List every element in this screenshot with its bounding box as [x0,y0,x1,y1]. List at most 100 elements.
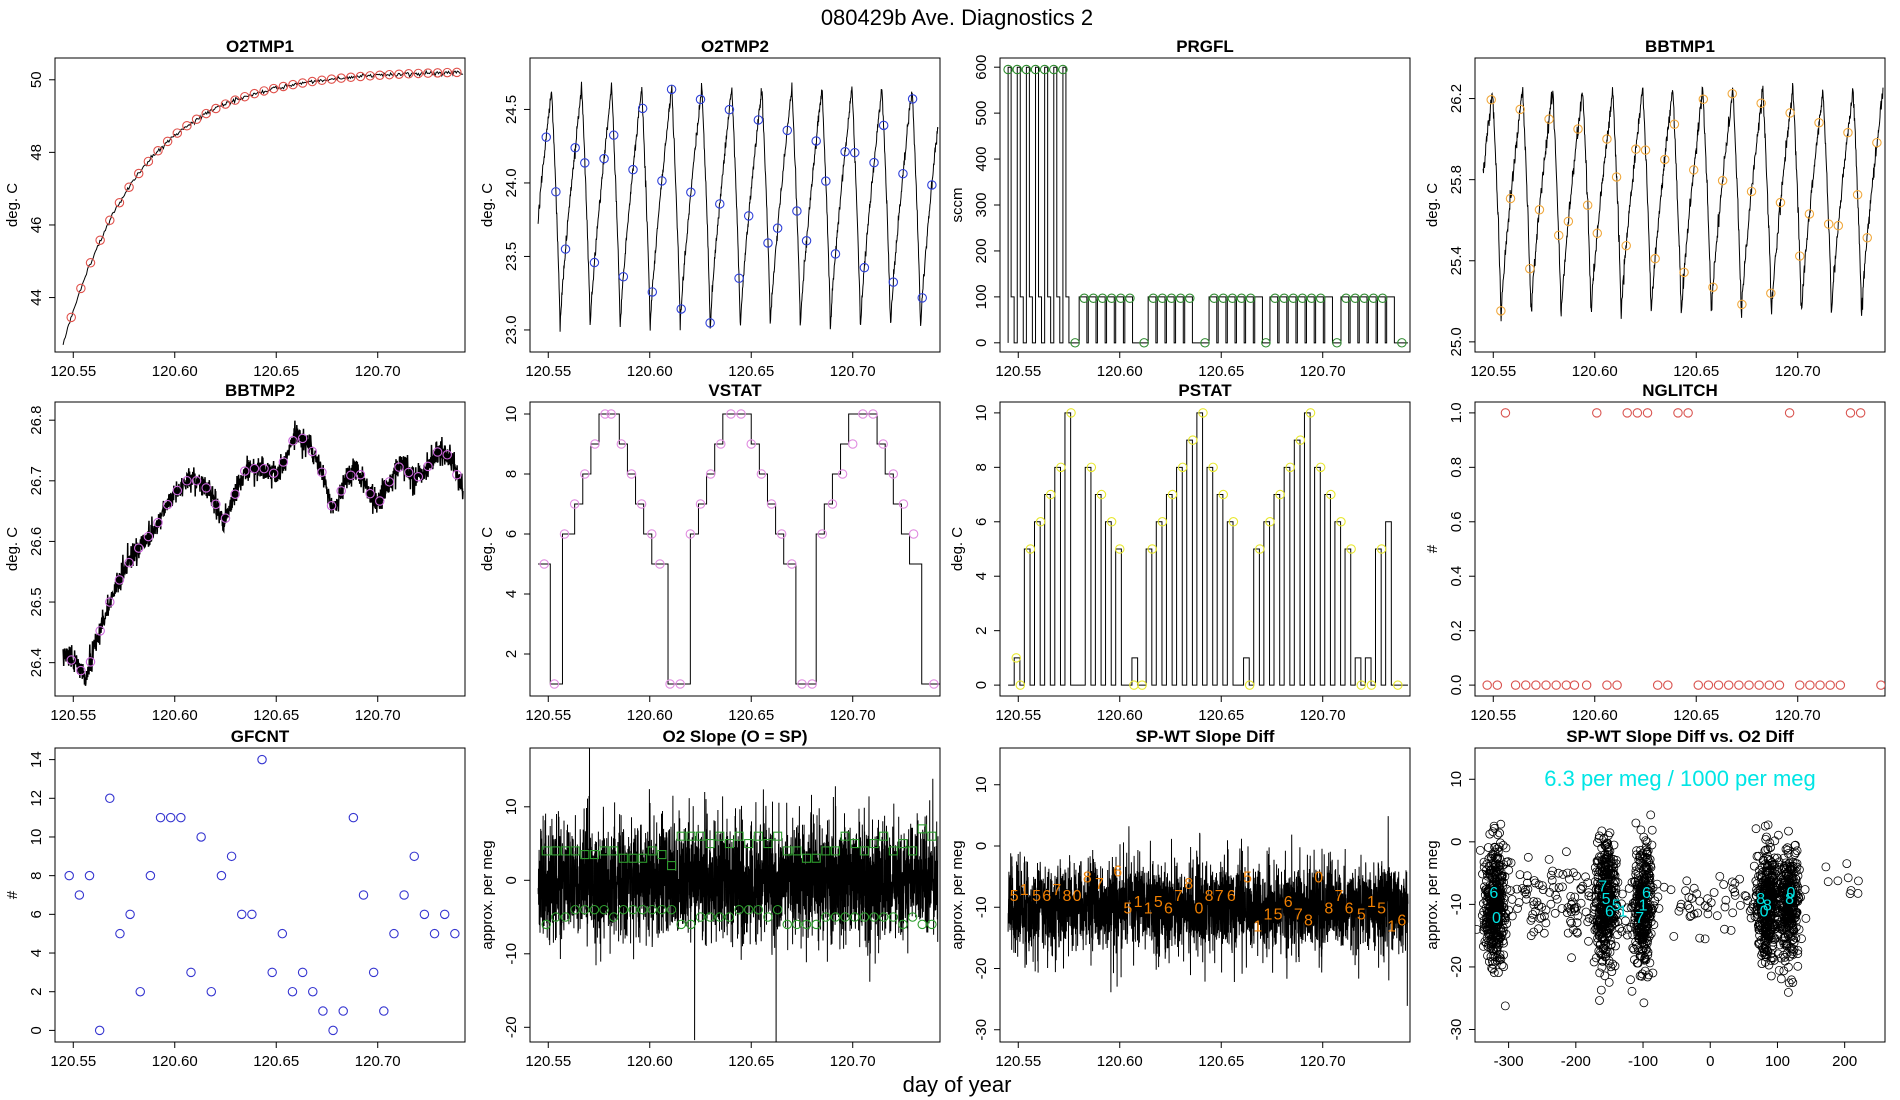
y-tick-label: 6 [973,518,990,526]
data-point [1683,408,1693,418]
data-point [840,146,850,157]
data-label: 1 [1387,919,1396,936]
data-point [85,258,96,268]
y-tick-label: 0.0 [1448,675,1465,696]
data-point [917,293,927,303]
y-tick-label: 14 [28,751,45,768]
data-point [1631,144,1641,154]
x-tick-label: 120.65 [253,1053,299,1070]
data-point [1688,165,1699,175]
data-label: 1 [1367,894,1376,911]
data-point [259,86,269,96]
data-point [657,850,667,860]
x-tick-label: 120.70 [830,363,876,380]
x-tick-label: 120.55 [50,363,96,380]
data-point [929,679,939,689]
data-point [1393,680,1403,690]
data-point [797,679,807,689]
plot-frame [54,401,466,697]
x-tick-label: 120.70 [355,707,401,724]
data-point [1326,489,1336,500]
y-tick-label: 8 [973,463,990,471]
y-tick-label: 48 [28,144,45,161]
y-axis-label: # [1424,544,1441,553]
x-tick-label: 120.55 [995,1053,1041,1070]
data-point [1039,64,1050,75]
x-tick-label: 120.65 [1198,363,1244,380]
data-point [734,831,744,841]
data-point [432,68,443,78]
y-axis-label: approx. per meg [1424,840,1441,949]
data-point [1275,489,1285,500]
data-point [1147,544,1157,554]
data-label: 1 [1144,900,1153,917]
data-point [753,115,764,125]
data-point [773,831,783,841]
data-line [62,69,464,346]
data-point [1744,680,1754,690]
chart-panel: NGLITCH #120.55 120.60 120.65 120.70 0.0 0.2 0.… [1424,381,1886,724]
data-point [1306,293,1317,304]
data-point [176,812,186,823]
data-label: 8 [1763,897,1772,914]
data-point [1070,338,1080,348]
plot-frame [1474,747,1886,1043]
data-point [95,235,105,245]
data-point [153,146,163,156]
y-axis-label: deg. C [1424,183,1441,227]
plot-frame [54,57,466,353]
data-point [1228,517,1239,527]
data-label: 8 [1304,913,1313,930]
data-point [1106,517,1117,527]
plot-area [62,67,464,346]
data-point [413,68,424,79]
data-point [1011,653,1021,663]
data-point [817,529,828,539]
data-point [288,436,298,446]
data-label: 8 [1785,891,1794,908]
data-point [850,912,860,922]
data-point [917,824,927,834]
data-point [1015,680,1026,690]
data-label: 1 [1639,897,1648,914]
data-point [1366,680,1377,690]
x-tick-label: 120.60 [1572,363,1618,380]
data-point [801,853,812,863]
data-point [115,928,125,939]
data-point [869,157,879,168]
data-point [423,68,433,78]
y-tick-label: 25.0 [1448,327,1465,356]
y-axis-label: # [4,890,21,899]
data-point [589,257,600,268]
data-point [753,831,763,841]
data-point [277,928,288,939]
data-point [927,831,937,841]
data-point [1137,680,1147,690]
panel-title: VSTAT [708,381,762,400]
data-point [1295,435,1306,445]
data-point [686,919,696,930]
data-point [1167,489,1178,500]
y-tick-label: 2 [973,626,990,634]
data-point [1261,338,1271,348]
data-point [695,912,706,922]
x-tick-label: 120.60 [152,363,198,380]
data-point [647,287,658,297]
data-label: 8 [1756,891,1765,908]
data-point [297,433,308,444]
data-point [879,831,889,841]
data-point [657,904,667,915]
data-point [1088,293,1099,304]
data-point [695,499,706,509]
y-tick-label: 100 [973,284,990,309]
data-point [257,754,267,765]
data-point [249,88,260,99]
data-point [1255,544,1265,554]
data-point [308,986,318,997]
data-point [807,679,817,689]
data-point [715,199,725,209]
data-point [590,439,600,449]
data-point [1592,408,1602,418]
